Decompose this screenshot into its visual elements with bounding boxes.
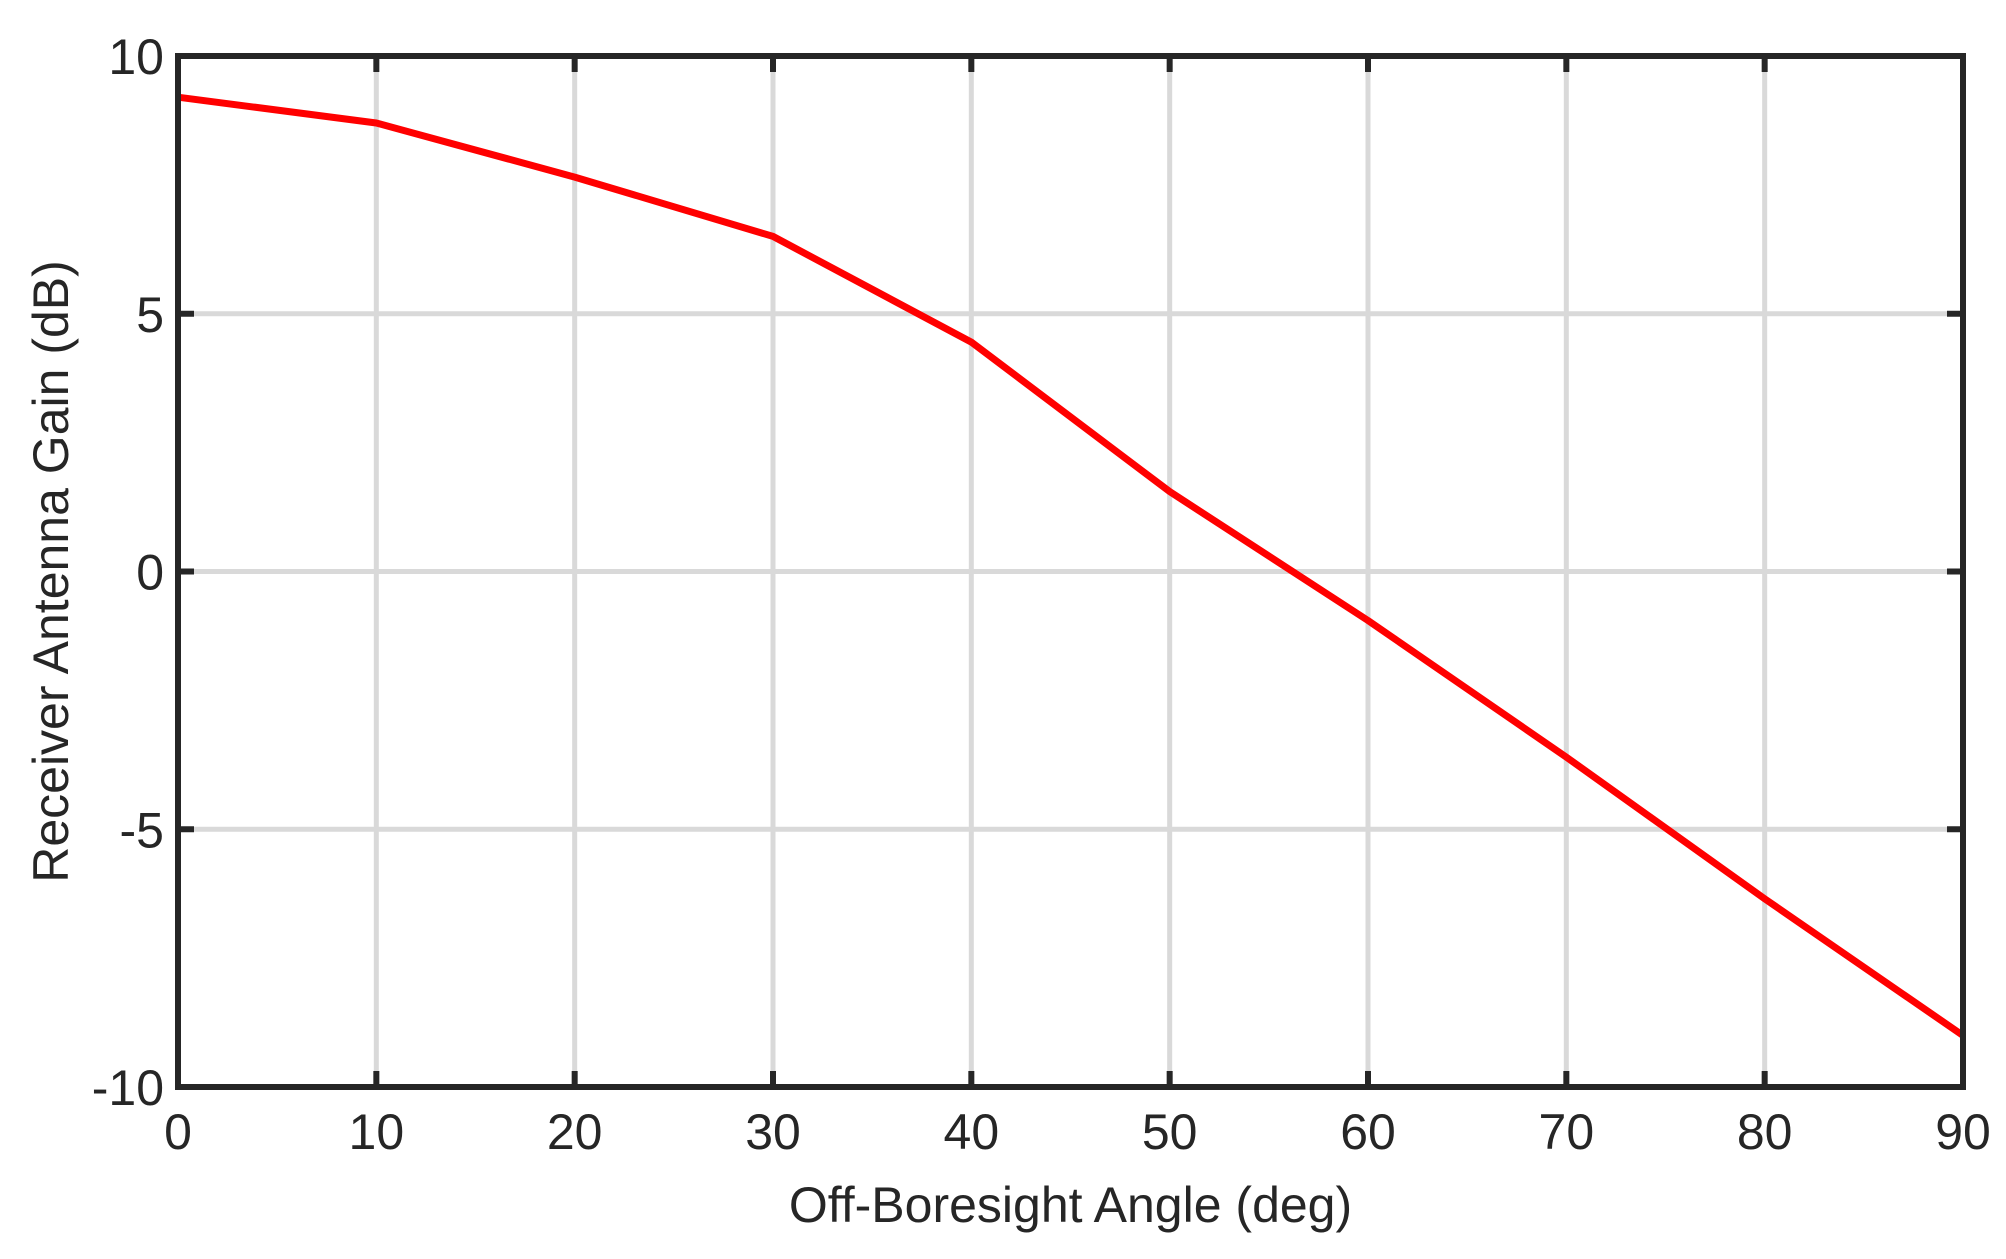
x-tick-label: 90 <box>1935 1104 1991 1160</box>
x-tick-label: 0 <box>164 1104 192 1160</box>
x-axis-tick-labels: 0 10 20 30 40 50 60 70 80 90 <box>164 1104 1991 1160</box>
x-tick-label: 80 <box>1737 1104 1793 1160</box>
y-tick-label: -5 <box>120 802 164 858</box>
x-axis-label: Off-Boresight Angle (deg) <box>789 1177 1352 1233</box>
x-tick-label: 30 <box>745 1104 801 1160</box>
y-tick-label: 5 <box>136 287 164 343</box>
x-tick-label: 60 <box>1340 1104 1396 1160</box>
y-tick-label: -10 <box>92 1060 164 1116</box>
x-tick-label: 10 <box>349 1104 405 1160</box>
y-tick-label: 0 <box>136 545 164 601</box>
x-tick-label: 40 <box>944 1104 1000 1160</box>
y-axis-label: Receiver Antenna Gain (dB) <box>23 260 79 883</box>
y-tick-label: 10 <box>108 29 164 85</box>
y-axis-tick-labels: -10 -5 0 5 10 <box>92 29 164 1116</box>
x-tick-label: 20 <box>547 1104 603 1160</box>
axis-ticks <box>175 53 1966 1090</box>
x-tick-label: 50 <box>1142 1104 1198 1160</box>
series-line <box>177 93 1965 1039</box>
x-tick-label: 70 <box>1539 1104 1595 1160</box>
